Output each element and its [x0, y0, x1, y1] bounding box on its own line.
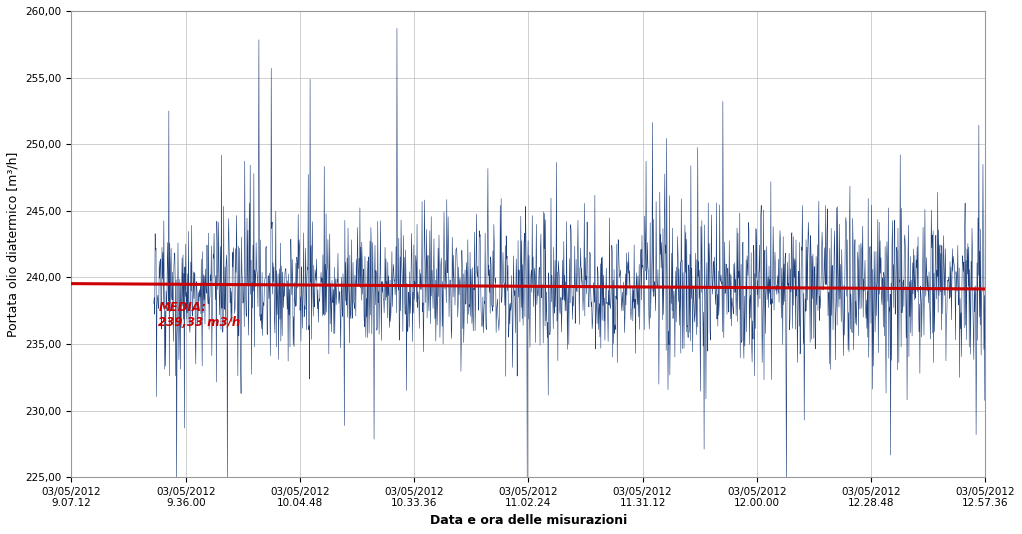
X-axis label: Data e ora delle misurazioni: Data e ora delle misurazioni [429, 514, 626, 527]
Text: MEDIA:
239,33 m3/h: MEDIA: 239,33 m3/h [158, 301, 240, 329]
Y-axis label: Portata olio diatermico [m³/h]: Portata olio diatermico [m³/h] [7, 151, 20, 337]
